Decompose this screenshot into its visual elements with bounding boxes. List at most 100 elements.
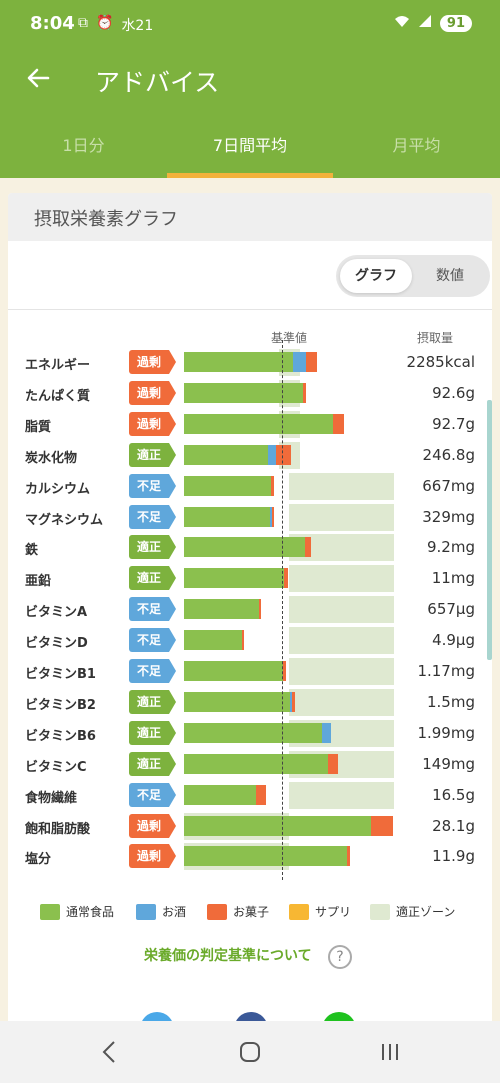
legend-label-alcohol: お酒 bbox=[162, 905, 187, 919]
bar-segment-normal bbox=[184, 506, 271, 527]
bar-segment-normal bbox=[184, 630, 242, 651]
bar-segment-normal bbox=[184, 846, 347, 867]
bar-area bbox=[184, 626, 399, 657]
bar-segment-snack bbox=[271, 475, 275, 496]
nutrient-name: ビタミンB6 bbox=[25, 728, 96, 744]
nutrient-row: 脂質 過剰 92.7g bbox=[8, 410, 492, 441]
bar-segment-snack bbox=[241, 630, 244, 651]
intake-value: 149mg bbox=[422, 754, 475, 773]
tab-monthly-average[interactable]: 月平均 bbox=[392, 136, 441, 155]
tab-indicator bbox=[167, 173, 333, 178]
nutrient-name: 鉄 bbox=[25, 543, 39, 559]
screen-record-icon: ⧉ bbox=[78, 15, 88, 31]
nutrient-row: ビタミンD 不足 4.9μg bbox=[8, 626, 492, 657]
bar-segment-alcohol bbox=[290, 691, 293, 712]
legend: 通常食品 お酒 お菓子 サプリ 適正ゾーン bbox=[40, 903, 480, 923]
intake-header: 摂取量 bbox=[417, 331, 454, 345]
status-badge: 過剰 bbox=[129, 380, 176, 405]
intake-value: 657μg bbox=[427, 600, 475, 619]
bar-segment-normal bbox=[184, 784, 257, 805]
back-arrow-icon[interactable] bbox=[24, 64, 52, 92]
back-nav-icon[interactable] bbox=[95, 1037, 125, 1067]
intake-value: 92.6g bbox=[432, 383, 475, 402]
values-toggle-button[interactable]: 数値 bbox=[436, 268, 464, 284]
bar-segment-snack bbox=[282, 661, 286, 681]
home-nav-icon[interactable] bbox=[235, 1037, 265, 1067]
intake-value: 28.1g bbox=[432, 816, 475, 835]
legend-alcohol: お酒 bbox=[136, 903, 186, 920]
scrollbar[interactable] bbox=[487, 400, 492, 660]
nutrient-row: 炭水化物 適正 246.8g bbox=[8, 441, 492, 472]
period-tabs: 1日分 7日間平均 月平均 bbox=[0, 114, 500, 178]
status-badge: 適正 bbox=[129, 720, 176, 745]
tab-7day-average[interactable]: 7日間平均 bbox=[212, 136, 288, 155]
nutrient-name: ビタミンD bbox=[25, 636, 88, 652]
graph-toggle-button[interactable]: グラフ bbox=[340, 259, 412, 293]
status-time: 8:04 bbox=[30, 13, 75, 34]
nutrient-name: ビタミンB1 bbox=[25, 667, 96, 682]
bar-segment-alcohol bbox=[293, 352, 306, 372]
intake-value: 4.9μg bbox=[432, 631, 475, 650]
intake-value: 2285kcal bbox=[406, 353, 475, 371]
nutrient-row: 亜鉛 適正 11mg bbox=[8, 564, 492, 595]
status-badge: 不足 bbox=[129, 628, 176, 653]
nutrient-name: カルシウム bbox=[25, 481, 91, 497]
help-icon[interactable]: ? bbox=[328, 945, 352, 969]
legend-label-supplement: サプリ bbox=[315, 905, 352, 919]
intake-value: 11.9g bbox=[432, 847, 475, 866]
page-title: アドバイス bbox=[95, 68, 220, 97]
bar-area bbox=[184, 348, 399, 379]
intake-value: 16.5g bbox=[432, 785, 475, 804]
app-bar: アドバイス bbox=[0, 46, 500, 114]
intake-value: 1.99mg bbox=[417, 723, 475, 742]
bar-segment-normal bbox=[184, 753, 328, 774]
nutrient-row: 飽和脂肪酸 過剰 28.1g bbox=[8, 812, 492, 843]
signal-icon bbox=[418, 14, 432, 32]
bar-segment-snack bbox=[305, 352, 318, 372]
bar-segment-snack bbox=[302, 382, 306, 403]
status-icons-left: ⧉ ⏰ 水21 bbox=[78, 15, 153, 35]
status-badge: 過剰 bbox=[129, 844, 176, 869]
nutrient-name: 飽和脂肪酸 bbox=[25, 821, 91, 837]
tab-daily[interactable]: 1日分 bbox=[62, 136, 105, 155]
bar-segment-normal bbox=[184, 352, 294, 372]
bar-area bbox=[184, 595, 399, 626]
recents-nav-icon[interactable] bbox=[375, 1037, 405, 1067]
nutrient-name: 亜鉛 bbox=[25, 574, 52, 590]
legend-zone: 適正ゾーン bbox=[370, 903, 455, 920]
weather-icon: 水21 bbox=[121, 18, 154, 34]
legend-supplement: サプリ bbox=[289, 903, 351, 920]
legend-swatch-zone bbox=[370, 903, 390, 920]
appropriate-zone bbox=[289, 688, 394, 716]
nutrient-name: 脂質 bbox=[25, 419, 52, 435]
bar-segment-snack bbox=[272, 506, 275, 527]
legend-label-snack: お菓子 bbox=[233, 905, 270, 919]
bar-area bbox=[184, 472, 399, 503]
bar-segment-normal bbox=[184, 599, 259, 620]
appropriate-zone bbox=[289, 596, 394, 624]
status-badge: 適正 bbox=[129, 442, 176, 467]
bar-area bbox=[184, 688, 399, 719]
bar-segment-snack bbox=[370, 815, 393, 836]
bar-segment-alcohol bbox=[268, 444, 277, 465]
criteria-link[interactable]: 栄養価の判定基準について bbox=[144, 948, 312, 964]
legend-label-zone: 適正ゾーン bbox=[396, 905, 456, 919]
bar-area bbox=[184, 379, 399, 410]
nutrient-row: 鉄 適正 9.2mg bbox=[8, 533, 492, 564]
bar-segment-normal bbox=[184, 413, 334, 434]
nutrient-name: 食物繊維 bbox=[25, 790, 78, 806]
status-icons-right: 91 bbox=[394, 14, 472, 32]
bar-segment-alcohol bbox=[321, 722, 331, 743]
alarm-icon: ⏰ bbox=[96, 15, 114, 31]
wifi-icon bbox=[394, 14, 410, 32]
status-badge: 不足 bbox=[129, 504, 176, 529]
legend-label-normal: 通常食品 bbox=[66, 905, 115, 919]
legend-swatch-snack bbox=[207, 903, 227, 920]
status-badge: 不足 bbox=[129, 597, 176, 622]
nutrient-name: 塩分 bbox=[25, 852, 52, 868]
bar-area bbox=[184, 410, 399, 441]
baseline-line bbox=[282, 340, 283, 880]
nutrient-name: ビタミンA bbox=[25, 605, 88, 621]
bar-area bbox=[184, 503, 399, 534]
status-badge: 不足 bbox=[129, 659, 176, 683]
